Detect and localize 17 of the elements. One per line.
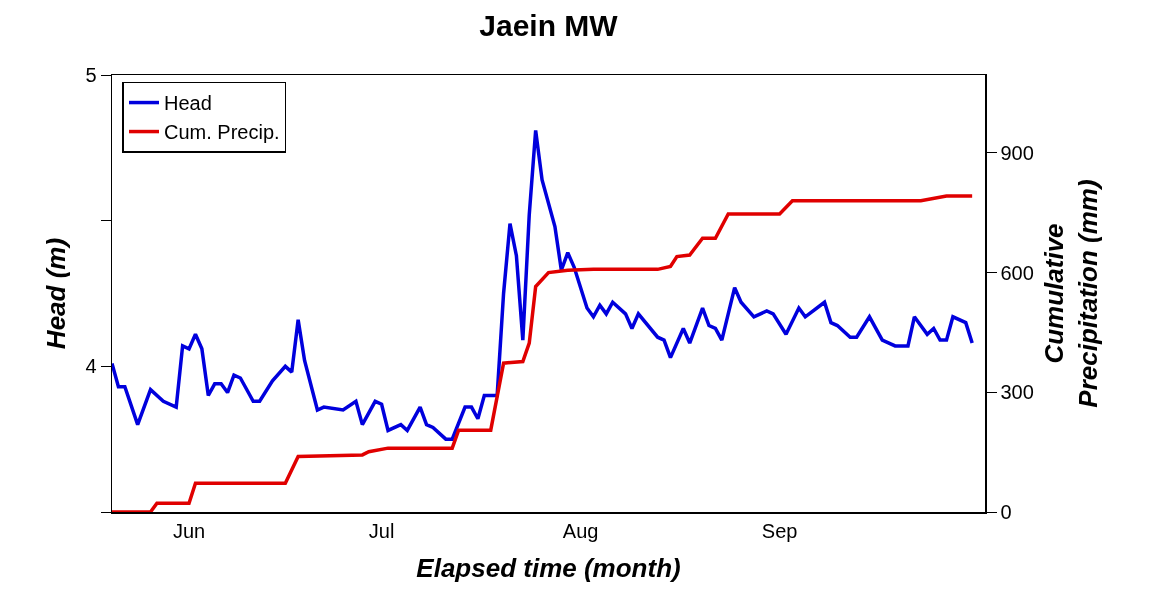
- y2-axis-title: Cumulative Precipitation (mm): [1039, 179, 1104, 408]
- y-tick-label: 5: [85, 64, 97, 86]
- y2-tick-label: 300: [1000, 381, 1034, 404]
- y2-tick-label: 0: [1000, 501, 1012, 523]
- x-tick-label: Aug: [562, 519, 599, 542]
- legend-label: Cum. Precip.: [163, 121, 280, 144]
- y-axis-title: Head (m): [41, 237, 72, 350]
- y-tick-label: 4: [85, 355, 97, 378]
- x-tick-label: Jul: [368, 519, 395, 542]
- y2-tick-label: 600: [1000, 261, 1034, 284]
- legend-label: Head: [163, 92, 212, 115]
- y2-tick-label: 900: [1000, 141, 1034, 164]
- x-tick-label: Sep: [761, 519, 798, 542]
- chart-title: Jaein MW: [479, 9, 619, 43]
- x-axis-title: Elapsed time (month): [416, 552, 681, 583]
- line-series: [112, 194, 974, 512]
- x-tick-label: Jun: [172, 519, 206, 542]
